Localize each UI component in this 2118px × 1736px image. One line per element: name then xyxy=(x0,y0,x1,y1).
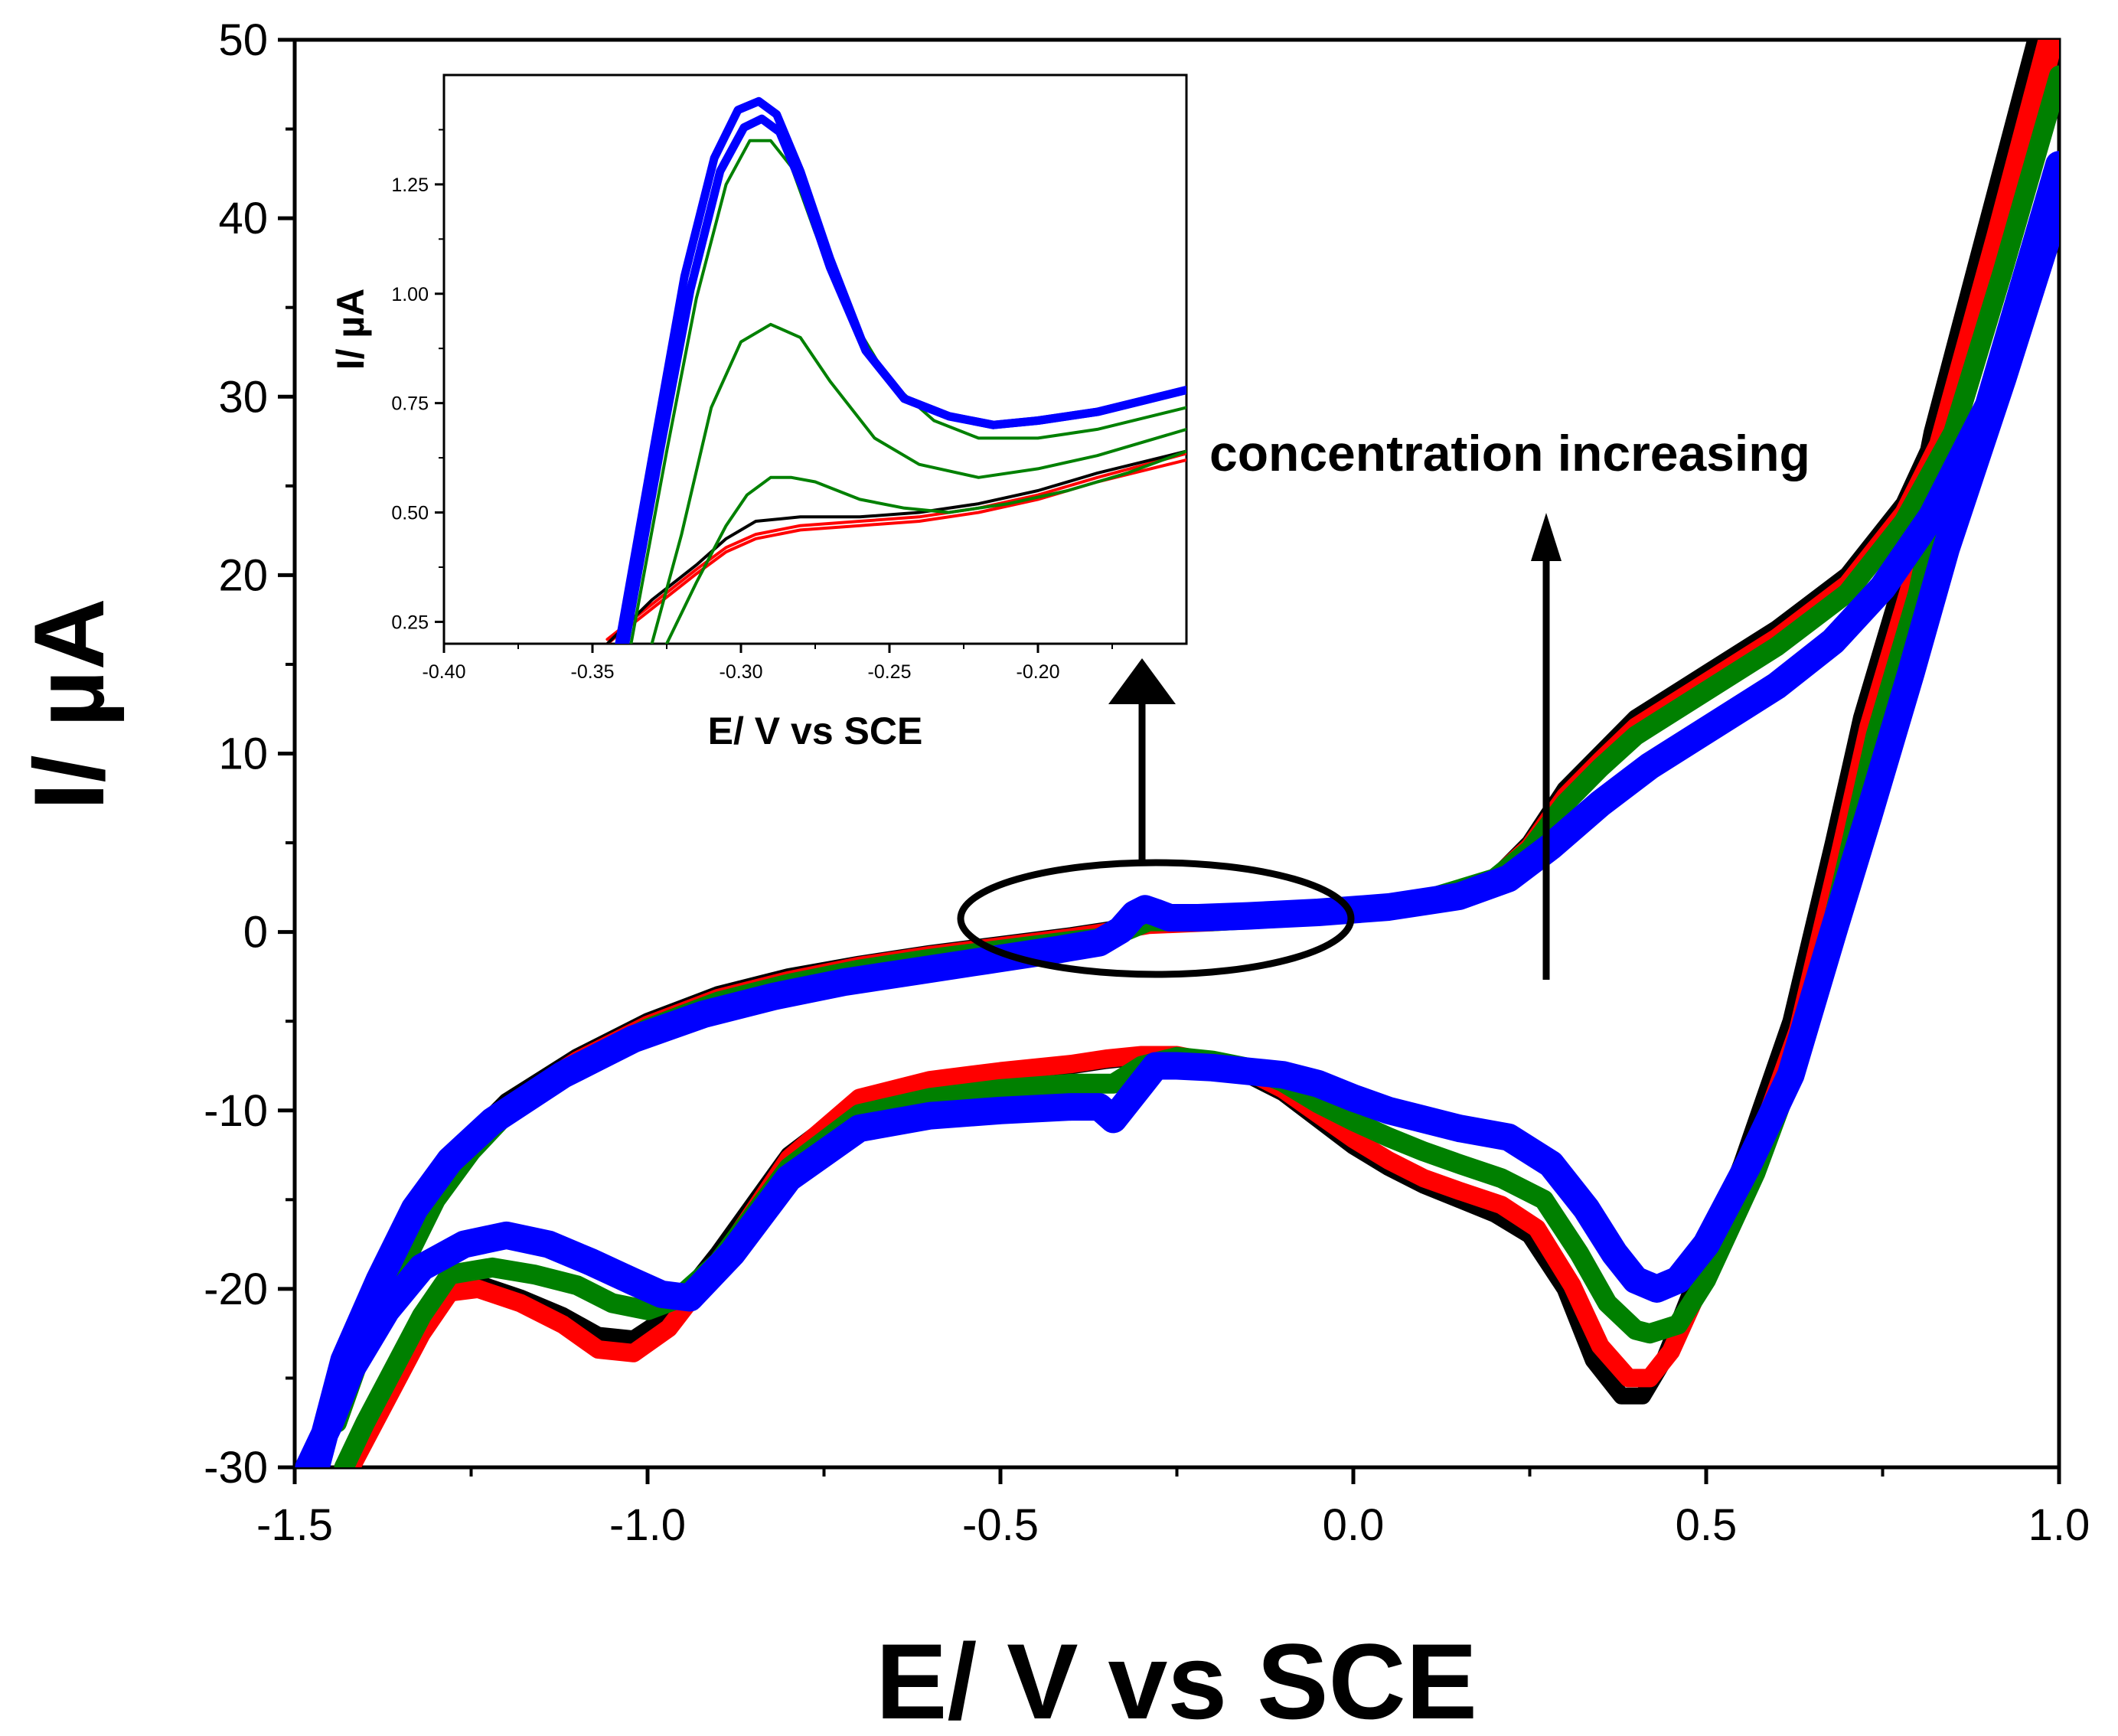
main-series-group xyxy=(295,40,2059,1467)
main-x-tick-label: 0.0 xyxy=(1323,1500,1385,1550)
inset-x-axis-label: E/ V vs SCE xyxy=(708,710,923,752)
main-y-tick-label: -20 xyxy=(204,1264,268,1314)
inset-series-green-1-line xyxy=(665,449,1186,644)
inset-x-tick-label: -0.35 xyxy=(571,661,615,683)
inset-series-blue-2-line xyxy=(615,96,1186,644)
main-x-tick-label: 0.5 xyxy=(1676,1500,1738,1550)
trend-arrow-head xyxy=(1531,513,1562,561)
inset-x-tick-label: -0.20 xyxy=(1017,661,1060,683)
main-x-tick-label: -1.0 xyxy=(609,1500,686,1550)
inset-pointer-arrow-head xyxy=(1108,658,1176,704)
inset-y-axis-label: I/ µA xyxy=(329,289,372,370)
concentration-increasing-annotation: concentration increasing xyxy=(1209,425,1810,481)
inset-y-tick-label: 0.75 xyxy=(391,393,429,415)
inset-y-tick-label: 0.50 xyxy=(391,503,429,524)
main-y-tick-label: 0 xyxy=(243,908,268,958)
main-y-tick-label: 30 xyxy=(218,372,268,422)
highlight-ellipse xyxy=(957,859,1355,978)
main-x-tick-label: 1.0 xyxy=(2028,1500,2090,1550)
inset-y-axis: 0.25 0.50 0.75 1.00 1.25 xyxy=(391,129,444,633)
inset-x-axis: -0.40 -0.35 -0.30 -0.25 -0.20 xyxy=(423,644,1113,683)
inset-series-black-line xyxy=(605,449,1186,644)
inset-y-tick-label: 1.25 xyxy=(391,175,429,196)
main-y-tick-label: 40 xyxy=(218,194,268,243)
inset-series-red-2-line xyxy=(605,452,1186,641)
main-y-axis: -30 -20 -10 0 10 20 30 40 50 xyxy=(204,15,295,1493)
main-y-tick-label: 10 xyxy=(218,729,268,779)
main-x-axis: -1.5 -1.0 -0.5 0.0 0.5 1.0 xyxy=(256,1467,2090,1550)
inset-x-tick-label: -0.40 xyxy=(423,661,466,683)
main-y-tick-label: 20 xyxy=(218,550,268,600)
main-x-axis-label: E/ V vs SCE xyxy=(876,1621,1477,1736)
main-y-tick-label: -10 xyxy=(204,1086,268,1136)
inset-x-tick-label: -0.30 xyxy=(720,661,763,683)
inset-y-tick-label: 1.00 xyxy=(391,284,429,305)
main-x-tick-label: -0.5 xyxy=(962,1500,1039,1550)
inset-series-group xyxy=(605,96,1186,644)
main-y-tick-label: -30 xyxy=(204,1443,268,1493)
inset-y-tick-label: 0.25 xyxy=(391,612,429,633)
main-series-blue-line xyxy=(295,151,2059,1467)
inset-x-tick-label: -0.25 xyxy=(868,661,912,683)
inset-series-green-2-line xyxy=(650,322,1186,644)
main-chart: -1.5 -1.0 -0.5 0.0 0.5 1.0 -30 -20 -10 0 10 20 30 40… xyxy=(13,15,2090,1736)
inset-chart: -0.40 -0.35 -0.30 -0.25 -0.20 0.25 0.50 0.75 1.… xyxy=(329,73,1188,752)
main-y-tick-label: 50 xyxy=(218,15,268,65)
main-y-axis-label: I/ µA xyxy=(13,598,125,810)
main-x-tick-label: -1.5 xyxy=(256,1500,333,1550)
